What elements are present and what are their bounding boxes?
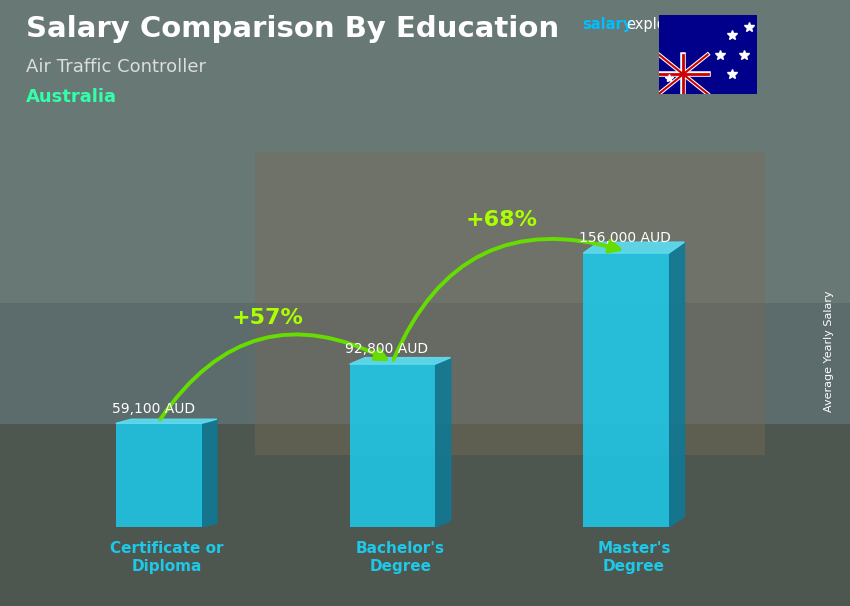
Polygon shape (583, 242, 684, 253)
Bar (116, 424, 201, 527)
Text: Air Traffic Controller: Air Traffic Controller (26, 58, 206, 76)
Bar (255, 152, 765, 454)
Text: salary: salary (582, 17, 632, 32)
Text: Certificate or
Diploma: Certificate or Diploma (110, 541, 224, 574)
Polygon shape (669, 242, 684, 527)
Text: explorer.com: explorer.com (626, 17, 722, 32)
Bar (0, 424, 850, 606)
Text: +57%: +57% (232, 308, 303, 328)
Text: Bachelor's
Degree: Bachelor's Degree (355, 541, 445, 574)
Text: Australia: Australia (26, 88, 116, 106)
Bar (0, 0, 850, 303)
Bar (583, 253, 669, 527)
Text: 59,100 AUD: 59,100 AUD (111, 402, 195, 416)
Text: +68%: +68% (466, 210, 537, 230)
Polygon shape (201, 419, 217, 527)
Text: 92,800 AUD: 92,800 AUD (345, 342, 428, 356)
Bar (349, 364, 435, 527)
Text: 156,000 AUD: 156,000 AUD (579, 231, 671, 245)
Text: Salary Comparison By Education: Salary Comparison By Education (26, 15, 558, 43)
Polygon shape (435, 358, 450, 527)
Polygon shape (116, 419, 217, 424)
Text: Master's
Degree: Master's Degree (598, 541, 671, 574)
Polygon shape (349, 358, 450, 364)
Text: Average Yearly Salary: Average Yearly Salary (824, 291, 834, 412)
